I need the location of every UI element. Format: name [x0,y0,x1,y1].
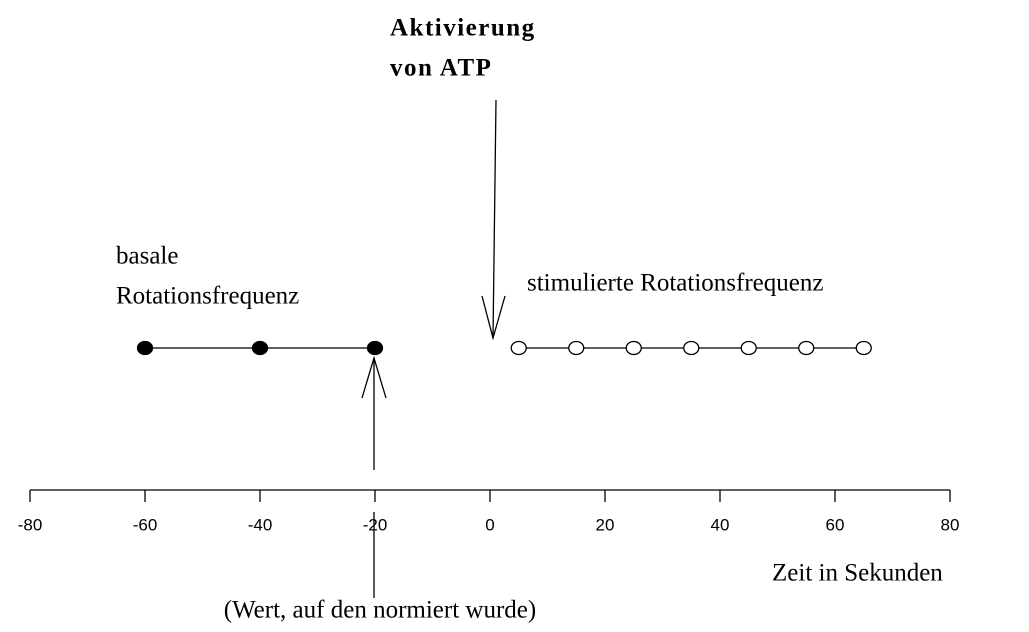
data-point [251,340,269,356]
x-tick-label: -40 [248,515,273,534]
annotation: Rotationsfrequenz [116,283,299,310]
arrow [492,99,497,339]
data-point [740,340,757,356]
x-tick-label: -60 [133,515,158,534]
arrow-head [481,295,506,341]
x-tick-label: 40 [711,515,730,534]
x-tick-label: 60 [826,515,845,534]
x-tick-label: 80 [941,515,960,534]
annotation: von ATP [390,55,492,82]
x-tick-label: 20 [596,515,615,534]
arrow-head [361,355,387,399]
x-tick-label: -80 [18,515,43,534]
x-tick-label: 0 [485,515,494,534]
annotation: stimulierte Rotationsfrequenz [527,270,823,297]
data-point [568,340,585,356]
data-point [683,340,700,356]
x-tick-label: -20 [363,515,388,534]
annotation: Aktivierung [390,15,536,42]
annotation: (Wert, auf den normiert wurde) [224,597,536,624]
x-axis-label: Zeit in Sekunden [772,560,943,587]
data-point [366,340,384,356]
arrows [361,99,506,598]
data-point [625,340,642,356]
data-point [136,340,154,356]
data-point [798,340,815,356]
data-point [510,340,527,356]
annotation: basale [116,243,178,270]
data-point [855,340,872,356]
